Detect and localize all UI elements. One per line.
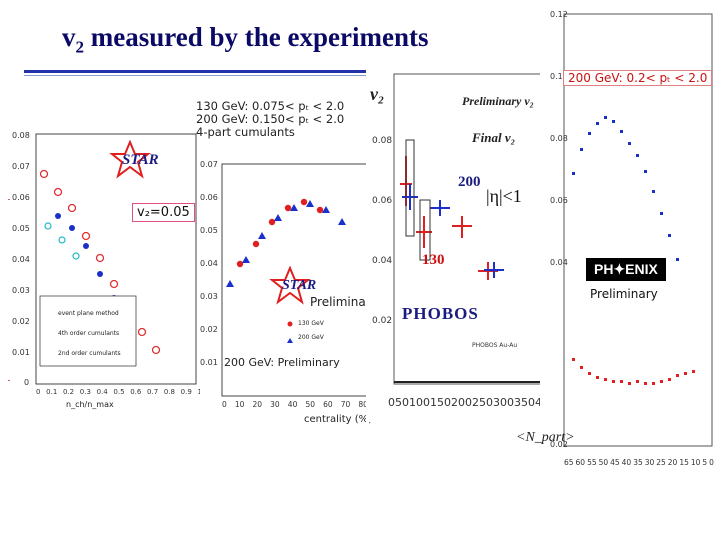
slide-title: v2 measured by the experiments	[62, 22, 429, 57]
phenix-y-tick-5: 0.02	[550, 440, 568, 449]
star-left-panel: 0.08 0.07 0.06 0.05 0.04 0.03 0.02 0.01 …	[10, 128, 202, 413]
phenix-x-ticks: 65 60 55 50 45 40 35 30 25 20 15 10 5 0	[564, 458, 714, 467]
title-underline	[24, 70, 380, 73]
star-logo: STAR	[108, 140, 164, 180]
phobos-y-tick-2: 0.04	[372, 256, 393, 266]
y-tick-5: 0.03	[12, 286, 30, 295]
y-tick-8: 0	[24, 378, 30, 387]
mid-y-tick-5: 0.02	[200, 325, 218, 334]
phobos-y-tick-0: 0.08	[372, 136, 393, 146]
mid-x-ticks: 0 10 20 30 40 50 60 70 80	[222, 400, 368, 409]
mid-preliminary: Preliminary	[310, 295, 378, 309]
mid-x-axis-label: centrality (%)	[304, 414, 373, 425]
star-logo-shape	[109, 140, 151, 179]
x-ticks: 00.10.20.30.40.50.60.70.80.91	[36, 388, 202, 396]
title-underline-thin	[24, 75, 380, 76]
phobos-plot	[393, 73, 543, 385]
mid-legend-130: 130 GeV	[298, 320, 324, 327]
y-tick-4: 0.04	[12, 255, 30, 264]
energy-caption: 130 GeV: 0.075< pₜ < 2.0 200 GeV: 0.150<…	[196, 100, 344, 139]
caption-line-2: 4-part cumulants	[196, 125, 295, 139]
star-left-plot	[35, 133, 197, 385]
y-tick-1: 0.07	[12, 162, 30, 171]
y-tick-2: 0.06	[12, 193, 30, 202]
phenix-logo: PH✦ENIX	[586, 258, 666, 281]
y-tick-3: 0.05	[12, 224, 30, 233]
x-axis-label: n_ch/n_max	[66, 400, 114, 409]
phenix-y-tick-1: 0.1	[550, 72, 563, 81]
mid-y-tick-0: 0.07	[200, 160, 218, 169]
phobos-footnote: PHOBOS Au-Au	[472, 342, 518, 349]
phobos-energy-200: 200	[458, 174, 481, 190]
phenix-plot	[563, 13, 713, 447]
phenix-energy-box: 200 GeV: 0.2< pₜ < 2.0	[563, 70, 713, 86]
v2-reference-label: v₂=0.05	[132, 203, 195, 222]
legend-entry-1: 4th order cumulants	[58, 330, 120, 337]
caption-line-0: 130 GeV: 0.075< pₜ < 2.0	[196, 99, 345, 113]
mid-bottom-note: 200 GeV: Preliminary	[224, 356, 340, 369]
legend-entry-2: 2nd order cumulants	[58, 350, 121, 357]
mid-y-tick-1: 0.06	[200, 193, 218, 202]
mid-y-tick-6: 0.01	[200, 358, 218, 367]
phobos-energy-130: 130	[422, 252, 445, 268]
phobos-panel: v₂ 0.08 0.06 0.04 0.02 Preliminary v₂ Fi…	[366, 66, 556, 422]
phobos-y-tick-1: 0.06	[372, 196, 393, 206]
phenix-y-tick-3: 0.06	[550, 196, 568, 205]
y-tick-7: 0.01	[12, 348, 30, 357]
phenix-y-tick-4: 0.04	[550, 258, 568, 267]
star-logo-mid: STAR	[268, 266, 324, 306]
phenix-x-axis-label: <N_part>	[516, 430, 575, 445]
caption-line-1: 200 GeV: 0.150< pₜ < 2.0	[196, 112, 345, 126]
phobos-logo: PHOBOS	[402, 304, 479, 323]
phobos-y-tick-3: 0.02	[372, 316, 393, 326]
phenix-y-tick-0: 0.12	[550, 10, 568, 19]
star-logo-text: STAR	[122, 152, 159, 168]
star-logo-mid-shape	[269, 266, 311, 305]
star-logo-mid-text: STAR	[282, 278, 317, 293]
phenix-preliminary: Preliminary	[590, 287, 658, 301]
phobos-legend-final: Final v₂	[472, 130, 516, 145]
mid-y-tick-4: 0.03	[200, 292, 218, 301]
phenix-y-tick-2: 0.08	[550, 134, 568, 143]
phobos-y-label: v₂	[370, 84, 385, 104]
mid-y-tick-3: 0.04	[200, 259, 218, 268]
phobos-x-ticks: 050100150200250300350400	[388, 396, 556, 409]
y-tick-0: 0.08	[12, 131, 30, 140]
y-tick-6: 0.02	[12, 317, 30, 326]
legend-entry-0: event plane method	[58, 310, 119, 317]
mid-y-tick-2: 0.05	[200, 226, 218, 235]
phobos-legend-prelim: Preliminary v₂	[462, 94, 534, 108]
phobos-eta-cut: |η|<1	[486, 186, 522, 206]
mid-legend-200: 200 GeV	[298, 334, 324, 341]
